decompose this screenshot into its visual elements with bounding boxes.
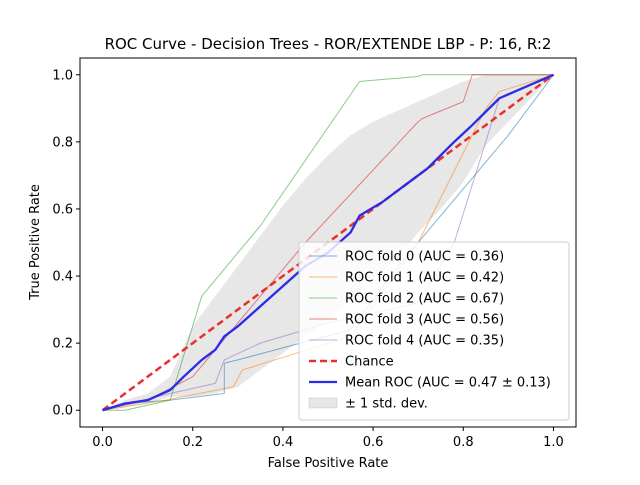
x-tick-label: 0.0 [92, 435, 113, 450]
x-tick-label: 0.6 [363, 435, 384, 450]
legend: ROC fold 0 (AUC = 0.36) ROC fold 1 (AUC =… [298, 241, 570, 421]
series-line-1 [102, 74, 554, 411]
y-tick-label: 0.2 [52, 337, 73, 352]
series-layer [101, 73, 555, 412]
legend-label-8: ± 1 std. dev. [345, 397, 428, 412]
chart-title: ROC Curve - Decision Trees - ROR/EXTENDE… [105, 35, 552, 53]
x-tick-label: 1.0 [543, 435, 564, 450]
legend-label-6: Chance [345, 355, 394, 370]
legend-box [298, 241, 570, 421]
series-line-3 [102, 74, 554, 411]
y-tick-label: 0.8 [52, 135, 73, 150]
legend-label-4: ROC fold 3 (AUC = 0.56) [345, 313, 504, 328]
x-tick-label: 0.2 [182, 435, 203, 450]
series-line-2 [102, 74, 554, 411]
legend-swatch-band [308, 397, 338, 409]
y-tick-label: 0.4 [52, 270, 73, 285]
x-tick-label: 0.4 [273, 435, 294, 450]
x-tick-label: 0.8 [453, 435, 474, 450]
plot-frame [79, 57, 577, 428]
y-tick-label: 1.0 [52, 68, 73, 83]
x-axis-label: False Positive Rate [268, 456, 389, 471]
series-line-5 [102, 74, 554, 411]
y-axis-label: True Positive Rate [28, 184, 43, 301]
tick-layer: 0.0 0.2 0.4 0.6 0.8 1.0 0.0 0.2 0.4 0.6 0.8 1.0 [52, 68, 563, 450]
y-tick-label: 0.6 [52, 202, 73, 217]
legend-label-7: Mean ROC (AUC = 0.47 ± 0.13) [345, 376, 551, 391]
legend-label-1: ROC fold 0 (AUC = 0.36) [345, 250, 504, 265]
y-tick-label: 0.0 [52, 404, 73, 419]
series-line-7 [102, 73, 554, 412]
legend-label-5: ROC fold 4 (AUC = 0.35) [345, 334, 504, 349]
legend-label-3: ROC fold 2 (AUC = 0.67) [345, 292, 504, 307]
legend-label-2: ROC fold 1 (AUC = 0.42) [345, 271, 504, 286]
